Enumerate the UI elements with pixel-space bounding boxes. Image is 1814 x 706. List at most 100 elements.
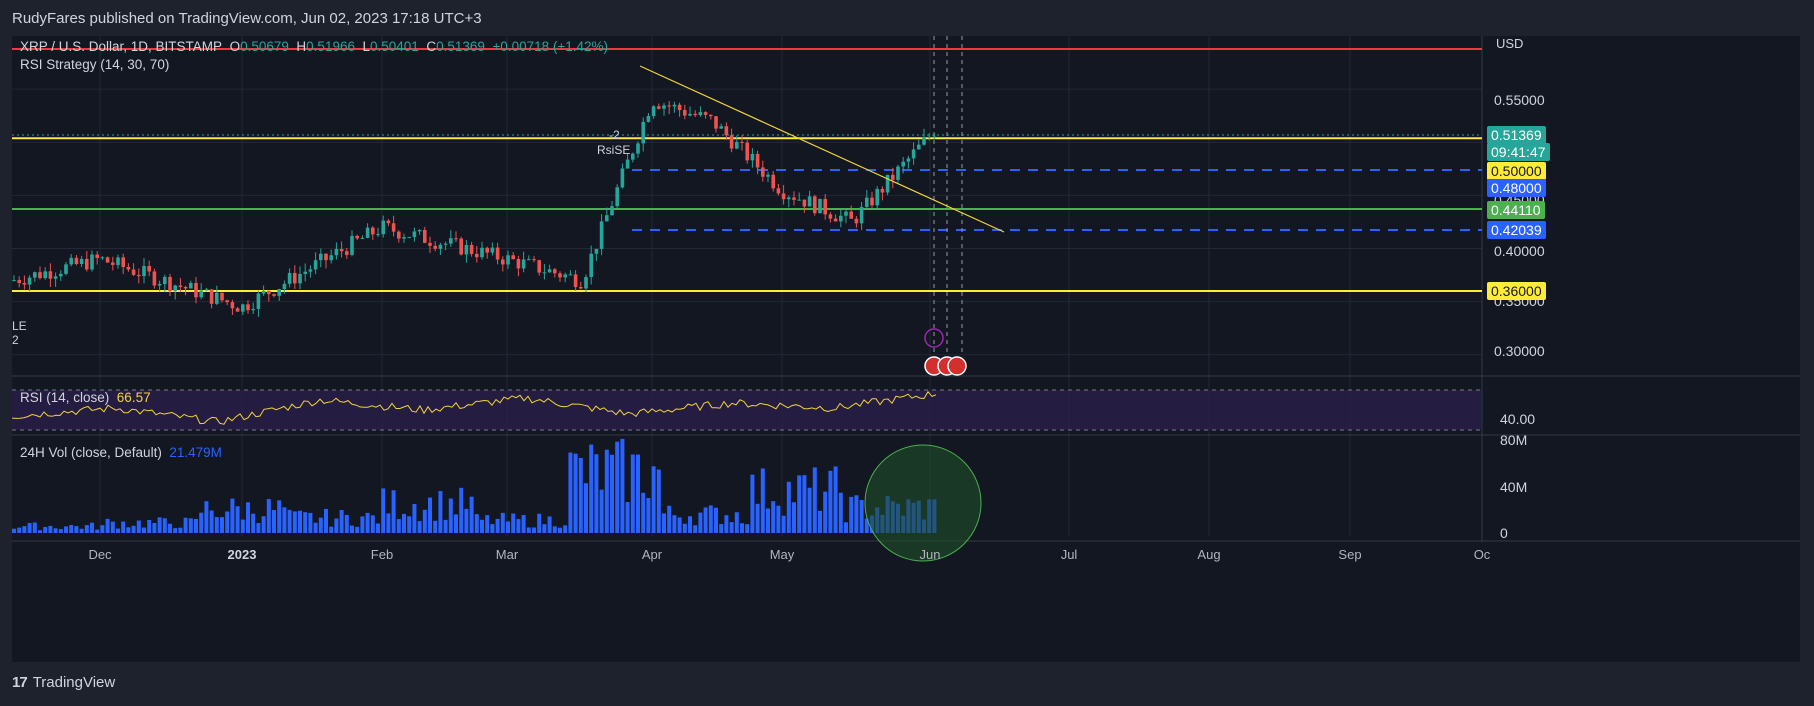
candle-body (43, 271, 47, 279)
candle-body (693, 113, 697, 116)
candle-body (251, 308, 255, 311)
candle-body (241, 304, 245, 312)
candle-body (844, 211, 848, 216)
candle-body (313, 260, 318, 270)
candle-body (105, 257, 110, 263)
volume-bar (298, 510, 302, 533)
candle-body (48, 271, 53, 279)
volume-bar (183, 517, 188, 533)
candle-body (391, 223, 396, 232)
volume-bar (495, 518, 500, 533)
candle-body (615, 187, 619, 207)
highlight-circle (864, 444, 982, 562)
volume-bar (199, 512, 204, 533)
candle-body (636, 143, 640, 154)
candle-body (605, 215, 609, 222)
volume-bar (339, 510, 344, 533)
volume-bar (246, 502, 250, 533)
volume-bar (511, 513, 516, 533)
volume-bar (142, 527, 146, 533)
candle-body (324, 253, 328, 261)
time-tick-apr: Apr (642, 547, 663, 562)
candle-body (521, 259, 526, 269)
volume-bar (448, 498, 453, 533)
candle-body (646, 116, 651, 122)
candle-body (787, 197, 791, 200)
candle-body (22, 282, 27, 285)
volume-bar (469, 496, 474, 533)
candle-body (428, 242, 432, 246)
rsi-line (12, 390, 937, 425)
level-tag-04411: 0.44110 (1487, 201, 1545, 219)
rsi-legend[interactable]: RSI (14, close) 66.57 (20, 390, 151, 405)
candle-body (69, 257, 73, 265)
candle-body (776, 188, 781, 194)
volume-bar (261, 516, 266, 533)
volume-bar (807, 487, 812, 533)
candle-body (319, 253, 323, 261)
volume-bar (745, 524, 750, 533)
volume-legend[interactable]: 24H Vol (close, Default) 21.479M (20, 445, 222, 460)
candle-body (501, 259, 505, 265)
volume-bar (126, 527, 131, 533)
volume-bar (350, 525, 354, 533)
candle-body (121, 257, 125, 268)
trendline[interactable] (639, 65, 1005, 233)
candle-body (506, 255, 510, 265)
published-text: RudyFares published on TradingView.com, … (12, 10, 482, 27)
vol-tick-80m: 80M (1500, 432, 1528, 448)
volume-bar (376, 523, 380, 533)
high-label: H (296, 39, 307, 54)
low-label: L (362, 39, 371, 54)
time-tick-oc: Oc (1474, 547, 1491, 562)
volume-bar (823, 491, 828, 533)
candle-body (298, 273, 302, 284)
candle-body (589, 253, 593, 278)
volume-bar (459, 487, 464, 533)
volume-bar (391, 490, 396, 533)
volume-bar (136, 520, 141, 533)
volume-pane (12, 438, 982, 562)
candle-body (360, 237, 365, 239)
volume-bar (162, 518, 167, 533)
chart-canvas[interactable]: Dec 2023 Feb Mar Apr May Jun Jul Aug Sep Oc (12, 36, 1800, 662)
rsise-label: RsiSE (597, 143, 631, 157)
tradingview-brand[interactable]: 17 TradingView (12, 674, 115, 691)
volume-bar (818, 510, 822, 533)
us-flag-event-icon (947, 356, 967, 376)
strategy-legend[interactable]: RSI Strategy (14, 30, 70) (20, 57, 169, 72)
candle-body (631, 153, 635, 160)
volume-bar (786, 481, 791, 533)
time-tick-dec: Dec (88, 547, 112, 562)
volume-bar (422, 509, 427, 533)
volume-bar (708, 505, 713, 533)
chart-frame[interactable]: Dec 2023 Feb Mar Apr May Jun Jul Aug Sep Oc XRP / … (12, 36, 1800, 662)
volume-bar (578, 457, 583, 533)
candle-body (168, 276, 172, 292)
candle-body (183, 286, 188, 289)
level-tag-048: 0.48000 (1487, 179, 1546, 197)
volume-bar (256, 523, 261, 533)
candle-body (173, 285, 177, 292)
volume-bar (121, 521, 126, 533)
volume-bar (43, 526, 48, 533)
candle-body (246, 304, 250, 311)
candle-body (116, 257, 120, 265)
volume-bar (802, 475, 807, 533)
candle-body (339, 248, 344, 252)
volume-bar (719, 524, 724, 533)
candle-body (204, 289, 209, 291)
volume-bar (584, 483, 588, 533)
volume-bar (854, 495, 859, 533)
volume-bar (771, 501, 776, 533)
candle-body (355, 235, 359, 239)
candle-body (287, 272, 292, 284)
candle-body (371, 227, 375, 235)
symbol-legend[interactable]: XRP / U.S. Dollar, 1D, BITSTAMP O0.50679… (20, 39, 608, 54)
volume-bar (27, 522, 32, 533)
volume-bar (428, 497, 432, 533)
volume-bar (240, 519, 245, 533)
volume-bar (90, 522, 94, 533)
volume-bar (69, 524, 74, 533)
volume-bar (334, 518, 339, 533)
